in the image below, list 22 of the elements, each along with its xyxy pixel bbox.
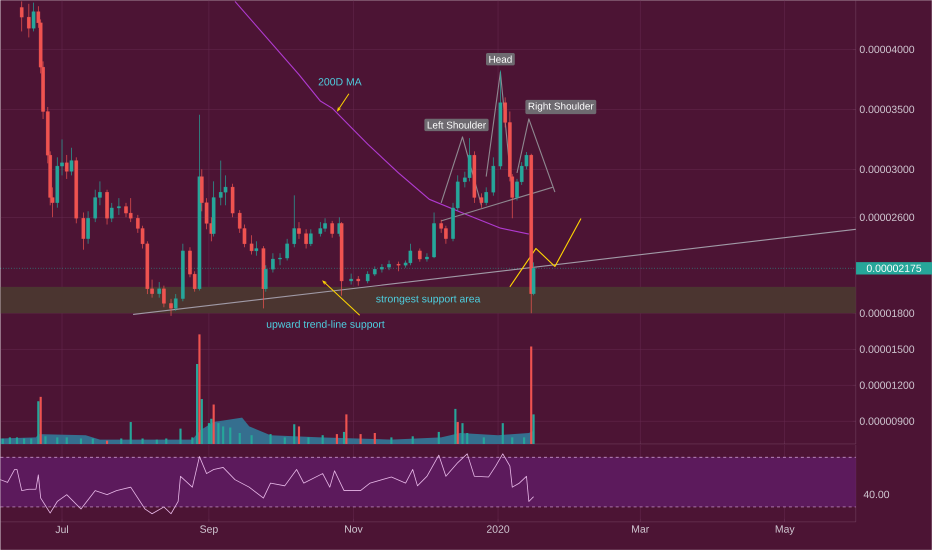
text: 40.00 — [864, 490, 890, 498]
x-tick-label: Mar — [632, 525, 650, 533]
y-tick-label: 0.00001500 — [860, 346, 914, 353]
y-tick-label: 0.00000900 — [860, 418, 914, 425]
y-tick-label: 0.00003000 — [860, 166, 914, 174]
y-tick-label: 0.00001800 — [860, 310, 914, 317]
x-tick-label: Jul — [55, 525, 68, 534]
y-tick-label: 0.00001200 — [860, 382, 914, 389]
annotation: Head — [489, 56, 512, 63]
annotation: 200D MA — [318, 78, 362, 86]
band-label: strongest support area — [376, 296, 480, 305]
x-tick-label: 2020 — [486, 525, 510, 533]
y-tick-label: 0.00003500 — [860, 106, 914, 114]
annotation: Left Shoulder — [428, 121, 486, 129]
y-tick-label: 0.00004000 — [860, 46, 914, 54]
x-tick-label: Nov — [345, 525, 363, 533]
annotation: Right Shoulder — [528, 102, 594, 112]
y-tick-label: 0.00002600 — [860, 214, 914, 222]
x-tick-label: Sep — [200, 525, 218, 535]
x-tick-label: May — [776, 525, 795, 535]
ref-line-label: 0.00002175 — [866, 264, 922, 272]
annotation: upward trend-line support — [266, 320, 385, 330]
